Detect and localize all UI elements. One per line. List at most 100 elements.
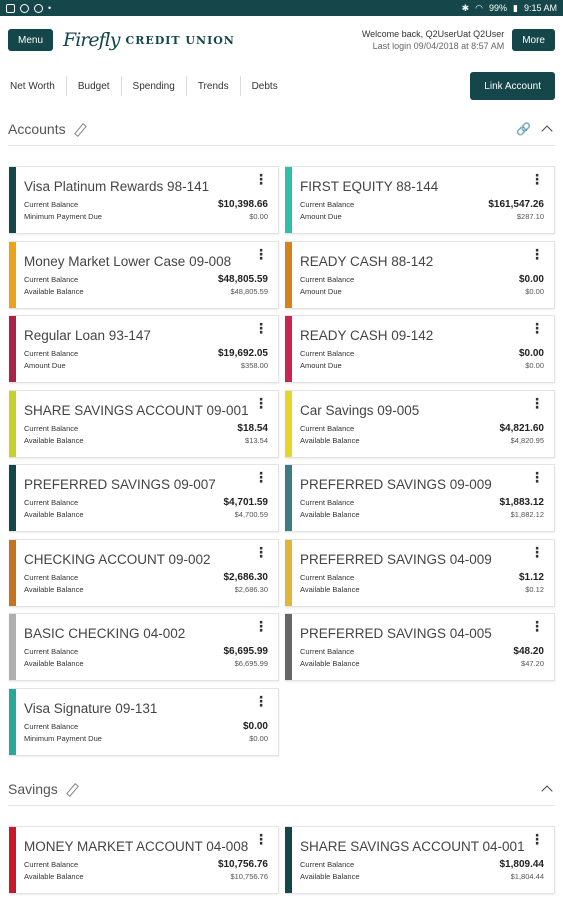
account-card[interactable]: PREFERRED SAVINGS 04-009 ⋮ Current Balance… [285,538,555,607]
logo: Firefly CREDIT UNION [63,29,235,51]
account-card[interactable]: BASIC CHECKING 04-002 ⋮ Current Balance $6,… [9,613,279,681]
balance-row-1: Current Balance $19,692.05 [24,348,268,359]
kebab-menu-icon[interactable]: ⋮ [530,171,544,187]
account-color-bar [9,688,16,755]
balance-row-2: Available Balance $6,695.99 [24,659,268,668]
account-name: Car Savings 09-005 [300,402,420,418]
secondary-label: Available Balance [24,286,84,296]
account-color-bar [285,827,292,893]
secondary-value: $13.54 [245,435,268,445]
tab-debts[interactable]: Debts [251,80,278,92]
more-button[interactable]: More [512,29,555,51]
secondary-label: Available Balance [24,872,84,881]
account-card[interactable]: SHARE SAVINGS ACCOUNT 09-001 ⋮ Current Bal… [9,389,279,458]
kebab-menu-icon[interactable]: ⋮ [254,394,268,411]
gallery-icon [6,3,15,13]
edit-pencil-icon[interactable] [66,784,76,794]
kebab-menu-icon[interactable]: ⋮ [254,469,268,485]
kebab-menu-icon[interactable]: ⋮ [530,618,544,634]
accounts-section-header: Accounts 🔗 [8,112,555,146]
secondary-value: $0.00 [525,361,544,370]
secondary-value: $1,882.12 [510,510,544,519]
account-card[interactable]: Visa Platinum Rewards 98-141 ⋮ Current Bal… [9,166,279,234]
kebab-menu-icon[interactable]: ⋮ [530,394,544,411]
secondary-label: Available Balance [24,584,84,594]
balance-label: Current Balance [24,647,79,656]
edit-pencil-icon[interactable] [74,124,84,134]
secondary-label: Minimum Payment Due [24,733,102,743]
logo-script: Firefly [63,29,120,51]
balance-value: $18.54 [237,422,268,434]
balance-label: Current Balance [300,200,355,209]
kebab-menu-icon[interactable]: ⋮ [254,320,268,336]
balance-value: $0.00 [518,273,544,285]
balance-value: $48,805.59 [217,273,268,285]
balance-value: $1.12 [518,571,544,583]
kebab-menu-icon[interactable]: ⋮ [254,831,268,847]
kebab-menu-icon[interactable]: ⋮ [530,320,544,336]
account-name: Visa Signature 09-131 [24,700,158,716]
account-name: Visa Platinum Rewards 98-141 [24,179,210,194]
account-card[interactable]: READY CASH 88-142 ⋮ Current Balance $0.00 Am… [285,240,555,309]
kebab-menu-icon[interactable]: ⋮ [254,692,268,709]
kebab-menu-icon[interactable]: ⋮ [530,469,544,485]
secondary-value: $10,756.76 [230,872,268,881]
account-color-bar [9,316,16,382]
account-card[interactable]: Visa Signature 09-131 ⋮ Current Balance $0.… [9,687,279,756]
balance-label: Current Balance [24,274,79,284]
link-account-button[interactable]: Link Account [470,72,555,100]
balance-value: $6,695.99 [223,646,269,657]
account-color-bar [285,465,292,531]
balance-row-2: Available Balance $2,686.30 [24,585,268,594]
menu-button[interactable]: Menu [8,29,54,51]
account-card[interactable]: Regular Loan 93-147 ⋮ Current Balance $19,6… [9,315,279,383]
account-card[interactable]: CHECKING ACCOUNT 09-002 ⋮ Current Balance $… [9,538,279,607]
secondary-label: Amount Due [300,361,342,370]
balance-label: Current Balance [300,423,355,433]
account-card[interactable]: READY CASH 09-142 ⋮ Current Balance $0.00 Am… [285,315,555,383]
account-card[interactable]: PREFERRED SAVINGS 09-007 ⋮ Current Balance… [9,464,279,532]
kebab-menu-icon[interactable]: ⋮ [254,543,268,560]
link-icon[interactable]: 🔗 [516,121,531,136]
kebab-menu-icon[interactable]: ⋮ [254,245,268,262]
account-card[interactable]: MONEY MARKET ACCOUNT 04-008 ⋮ Current Bala… [9,826,279,894]
account-card[interactable]: PREFERRED SAVINGS 04-005 ⋮ Current Balance… [285,613,555,681]
account-name: CHECKING ACCOUNT 09-002 [24,551,211,567]
account-card[interactable]: Car Savings 09-005 ⋮ Current Balance $4,821… [285,389,555,458]
balance-value: $0.00 [518,348,544,359]
kebab-menu-icon[interactable]: ⋮ [254,618,268,634]
tab-spending[interactable]: Spending [122,76,187,96]
account-name: READY CASH 88-142 [300,253,434,269]
tab-net-worth[interactable]: Net Worth [8,76,67,96]
secondary-value: $358.00 [240,361,268,370]
balance-value: $48.20 [513,646,544,657]
account-card[interactable]: Money Market Lower Case 09-008 ⋮ Current B… [9,240,279,309]
account-card[interactable]: FIRST EQUITY 88-144 ⋮ Current Balance $161,… [285,166,555,234]
account-color-bar [9,827,16,893]
balance-label: Current Balance [300,274,355,284]
welcome-text: Welcome back, Q2UserUat Q2User [361,29,505,39]
account-card[interactable]: SHARE SAVINGS ACCOUNT 04-001 ⋮ Current Bal… [285,826,555,894]
chevron-up-icon[interactable] [541,124,553,137]
balance-value: $10,756.76 [217,859,268,870]
account-color-bar [285,614,292,680]
tab-budget[interactable]: Budget [67,76,122,96]
balance-row-2: Available Balance $0.12 [300,585,544,594]
account-name: MONEY MARKET ACCOUNT 04-008 [24,839,249,854]
kebab-menu-icon[interactable]: ⋮ [530,245,544,262]
secondary-value: $48,805.59 [230,286,268,296]
balance-row-1: Current Balance $1,809.44 [300,859,544,870]
chevron-up-icon[interactable] [541,784,553,797]
account-card[interactable]: PREFERRED SAVINGS 09-009 ⋮ Current Balance… [285,464,555,532]
account-name: Money Market Lower Case 09-008 [24,253,232,269]
account-color-bar [285,167,292,233]
balance-row-1: Current Balance $1.12 [300,572,544,583]
balance-row-2: Amount Due $0.00 [300,361,544,370]
secondary-value: $47.20 [521,659,544,668]
kebab-menu-icon[interactable]: ⋮ [530,543,544,560]
kebab-menu-icon[interactable]: ⋮ [254,171,268,187]
secondary-label: Available Balance [300,872,360,881]
kebab-menu-icon[interactable]: ⋮ [530,831,544,847]
tab-trends[interactable]: Trends [187,76,241,96]
account-color-bar [9,167,16,233]
